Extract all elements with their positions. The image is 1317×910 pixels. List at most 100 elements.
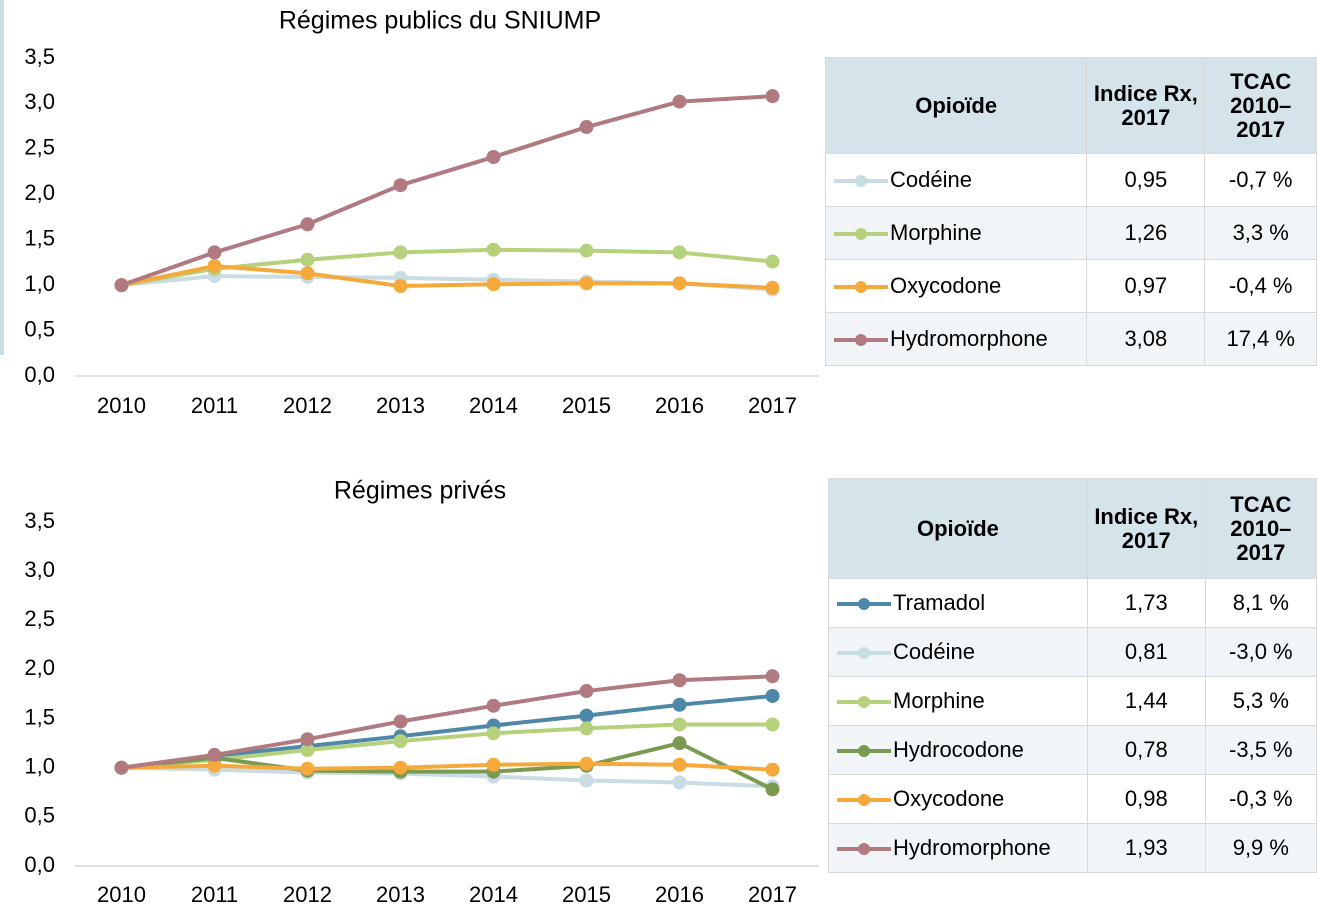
series-point xyxy=(672,673,687,688)
series-point xyxy=(393,245,408,260)
series-point xyxy=(207,245,222,260)
y-tick-label: 1,5 xyxy=(24,226,55,251)
table-cell: -0,4 % xyxy=(1204,259,1317,313)
series-point xyxy=(393,279,408,294)
x-tick-label: 2011 xyxy=(191,393,238,418)
table-cell: 3,08 xyxy=(1086,312,1206,366)
legend-swatch xyxy=(837,794,891,807)
y-tick-label: 0,0 xyxy=(24,852,55,877)
legend-table: Opioïde Indice Rx, 2017 TCAC 2010–2017 Tram… xyxy=(828,478,1317,873)
legend-swatch xyxy=(834,334,888,347)
table-row: Tramadol 1,73 8,1 % xyxy=(828,578,1317,628)
series-point xyxy=(207,259,222,274)
legend-label: Oxycodone xyxy=(893,786,1005,811)
legend-cell: Morphine xyxy=(824,206,1088,260)
y-tick-label: 3,0 xyxy=(24,557,55,582)
legend-swatch xyxy=(834,281,888,294)
table-cell: -3,0 % xyxy=(1204,627,1317,677)
legend-swatch xyxy=(834,228,888,241)
table-header-row: Opioïde Indice Rx, 2017 TCAC 2010–2017 xyxy=(828,478,1317,579)
series-point xyxy=(765,89,780,104)
table-row: Oxycodone 0,97 -0,4 % xyxy=(824,259,1317,313)
table-cell: 8,1 % xyxy=(1204,578,1317,628)
table-cell: 5,3 % xyxy=(1204,676,1317,726)
series-point xyxy=(486,698,501,713)
series-point xyxy=(672,717,687,732)
series-point xyxy=(114,760,129,775)
table-cell: 0,98 xyxy=(1086,774,1206,824)
table-cell: 1,44 xyxy=(1086,676,1206,726)
series-point xyxy=(486,150,501,165)
series-point xyxy=(672,736,687,751)
series-line xyxy=(121,761,773,772)
series-point xyxy=(765,688,780,703)
x-tick-label: 2010 xyxy=(97,393,146,418)
table-row: Codéine 0,81 -3,0 % xyxy=(828,627,1317,677)
series-point xyxy=(579,684,594,699)
series-point xyxy=(579,708,594,723)
legend-cell: Codéine xyxy=(828,627,1088,677)
table-cell: 0,95 xyxy=(1086,153,1206,207)
series-point xyxy=(300,761,315,776)
x-tick-label: 2016 xyxy=(655,882,704,907)
series-point xyxy=(207,758,222,773)
x-tick-label: 2015 xyxy=(562,393,611,418)
legend-cell: Hydrocodone xyxy=(828,725,1088,775)
series-point xyxy=(486,757,501,772)
legend-label: Hydromorphone xyxy=(893,835,1051,860)
y-tick-label: 2,0 xyxy=(24,180,55,205)
column-header: Opioïde xyxy=(828,478,1088,579)
series-point xyxy=(672,757,687,772)
series-point xyxy=(486,242,501,257)
series-point xyxy=(765,254,780,269)
series-point xyxy=(579,721,594,736)
legend-cell: Oxycodone xyxy=(824,259,1088,313)
y-tick-label: 1,5 xyxy=(24,704,55,729)
legend-swatch xyxy=(834,175,888,188)
series-point xyxy=(672,276,687,291)
series-line xyxy=(121,765,773,789)
table-cell: -3,5 % xyxy=(1204,725,1317,775)
table-cell: 0,97 xyxy=(1086,259,1206,313)
legend-cell: Morphine xyxy=(828,676,1088,726)
y-tick-label: 2,0 xyxy=(24,655,55,680)
table-cell: 1,73 xyxy=(1086,578,1206,628)
series-point xyxy=(300,266,315,281)
series-point xyxy=(393,734,408,749)
table-row: Hydrocodone 0,78 -3,5 % xyxy=(828,725,1317,775)
table-row: Hydromorphone 1,93 9,9 % xyxy=(828,823,1317,873)
y-tick-label: 0,5 xyxy=(24,316,55,341)
y-tick-label: 3,5 xyxy=(24,508,55,533)
table-cell: 1,93 xyxy=(1086,823,1206,873)
table-cell: 1,26 xyxy=(1086,206,1206,260)
legend-swatch xyxy=(837,745,891,758)
table-row: Morphine 1,44 5,3 % xyxy=(828,676,1317,726)
table-row: Morphine 1,26 3,3 % xyxy=(824,206,1317,260)
series-point xyxy=(300,732,315,747)
series-point xyxy=(579,120,594,135)
series-point xyxy=(765,762,780,777)
chart-title: Régimes publics du SNIUMP xyxy=(279,7,601,35)
legend-cell: Hydromorphone xyxy=(828,823,1088,873)
table-cell: -0,3 % xyxy=(1204,774,1317,824)
series-point xyxy=(765,782,780,797)
x-tick-label: 2017 xyxy=(748,882,797,907)
x-tick-label: 2014 xyxy=(469,393,518,418)
series-point xyxy=(486,726,501,741)
table-header-row: Opioïde Indice Rx, 2017 TCAC 2010–2017 xyxy=(824,57,1317,154)
table-cell: 17,4 % xyxy=(1204,312,1317,366)
series-point xyxy=(207,747,222,762)
series-point xyxy=(765,669,780,684)
x-tick-label: 2017 xyxy=(748,393,797,418)
legend-label: Codéine xyxy=(893,639,975,664)
series-point xyxy=(393,760,408,775)
table-cell: 9,9 % xyxy=(1204,823,1317,873)
series-point xyxy=(393,714,408,729)
x-tick-label: 2013 xyxy=(376,393,425,418)
x-tick-label: 2013 xyxy=(376,882,425,907)
y-tick-label: 2,5 xyxy=(24,606,55,631)
legend-label: Hydrocodone xyxy=(893,737,1024,762)
legend-label: Codéine xyxy=(890,167,972,192)
